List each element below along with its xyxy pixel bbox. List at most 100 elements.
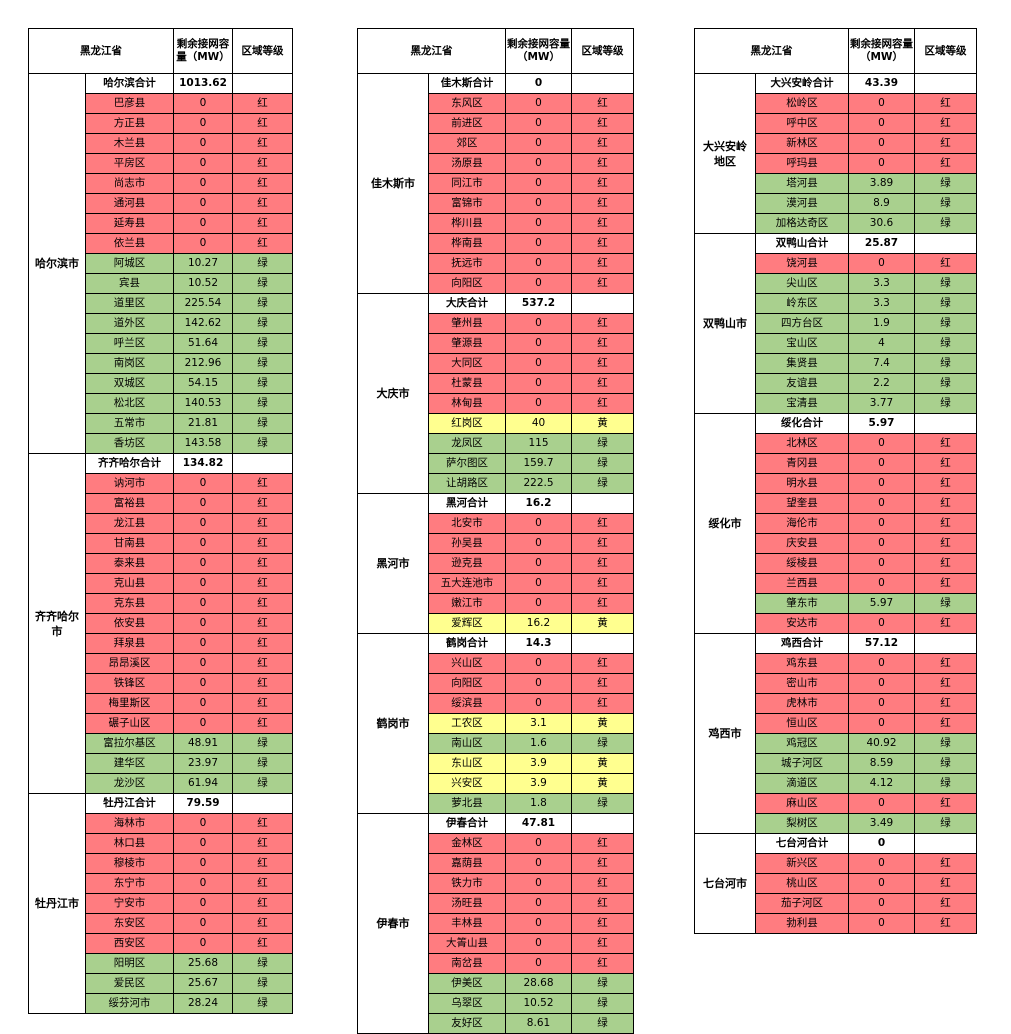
district-grade: 绿 (914, 353, 977, 374)
district-grade: 红 (914, 553, 977, 574)
district-capacity: 0 (848, 433, 915, 454)
district-capacity: 0 (173, 913, 233, 934)
district-grade: 红 (571, 573, 634, 594)
district-row: 五常市 21.81 绿 (29, 413, 293, 434)
district-grade: 绿 (232, 773, 293, 794)
district-capacity: 28.24 (173, 993, 233, 1014)
district-grade: 红 (232, 493, 293, 514)
district-grade: 红 (571, 833, 634, 854)
district-name: 嫩江市 (428, 593, 506, 614)
city-total-row: 哈尔滨市 哈尔滨合计 1013.62 (28, 73, 293, 454)
district-name: 伊美区 (428, 973, 506, 994)
district-capacity: 28.68 (505, 973, 572, 994)
district-capacity: 0 (505, 393, 572, 414)
total-grade-empty (914, 73, 977, 94)
district-grade: 绿 (914, 373, 977, 394)
district-capacity: 4.12 (848, 773, 915, 794)
total-label: 哈尔滨合计 (85, 73, 174, 94)
district-capacity: 23.97 (173, 753, 233, 774)
district-name: 集贤县 (755, 353, 849, 374)
capacity-table-3: 黑龙江省 剩余接网容量（MW） 区域等级 大兴安岭地区 大兴安岭合计 43.39 松岭区 0 红… (694, 28, 977, 934)
district-grade: 绿 (914, 753, 977, 774)
district-grade: 黄 (571, 613, 634, 634)
district-capacity: 0 (173, 133, 233, 154)
district-row: 宾县 10.52 绿 (29, 273, 293, 294)
district-capacity: 212.96 (173, 353, 233, 374)
district-capacity: 0 (173, 553, 233, 574)
district-row: 新林区 0 红 (695, 133, 977, 154)
city-total-row: 大庆市 大庆合计 537.2 (357, 293, 634, 494)
district-grade: 红 (914, 133, 977, 154)
district-capacity: 3.89 (848, 173, 915, 194)
district-row: 依安县 0 红 (29, 613, 293, 634)
district-row: 兴山区 0 红 (358, 653, 634, 674)
district-capacity: 0 (173, 493, 233, 514)
district-name: 兴山区 (428, 653, 506, 674)
capacity-table-1: 黑龙江省 剩余接网容量（MW） 区域等级 哈尔滨市 哈尔滨合计 1013.62 巴彦县 0 红方… (28, 28, 293, 1014)
district-grade: 绿 (914, 333, 977, 354)
district-grade: 绿 (914, 313, 977, 334)
district-row: 向阳区 0 红 (358, 273, 634, 294)
district-name: 碾子山区 (85, 713, 174, 734)
district-capacity: 0 (173, 153, 233, 174)
district-name: 兴安区 (428, 773, 506, 794)
district-capacity: 0 (505, 673, 572, 694)
district-row: 孙吴县 0 红 (358, 533, 634, 554)
total-grade-empty (232, 73, 293, 94)
district-capacity: 143.58 (173, 433, 233, 454)
district-grade: 红 (571, 533, 634, 554)
total-label: 佳木斯合计 (428, 73, 506, 94)
district-row: 萝北县 1.8 绿 (358, 793, 634, 814)
district-grade: 绿 (232, 273, 293, 294)
district-name: 漠河县 (755, 193, 849, 214)
district-row: 碾子山区 0 红 (29, 713, 293, 734)
district-row: 香坊区 143.58 绿 (29, 433, 293, 454)
district-name: 桦南县 (428, 233, 506, 254)
district-row: 恒山区 0 红 (695, 713, 977, 734)
district-name: 爱辉区 (428, 613, 506, 634)
district-row: 铁力市 0 红 (358, 873, 634, 894)
district-name: 绥滨县 (428, 693, 506, 714)
total-value: 5.97 (848, 413, 915, 434)
district-row: 木兰县 0 红 (29, 133, 293, 154)
total-grade-empty (571, 633, 634, 654)
district-name: 郊区 (428, 133, 506, 154)
district-capacity: 0 (505, 893, 572, 914)
district-name: 杜蒙县 (428, 373, 506, 394)
district-capacity: 0 (173, 853, 233, 874)
district-grade: 绿 (914, 393, 977, 414)
district-capacity: 0 (505, 513, 572, 534)
district-capacity: 0 (173, 673, 233, 694)
district-grade: 红 (571, 313, 634, 334)
district-row: 麻山区 0 红 (695, 793, 977, 814)
district-capacity: 0 (848, 573, 915, 594)
district-name: 建华区 (85, 753, 174, 774)
district-capacity: 0 (505, 553, 572, 574)
district-capacity: 0 (505, 653, 572, 674)
city-total-row: 佳木斯市 佳木斯合计 0 (357, 73, 634, 294)
district-grade: 绿 (914, 813, 977, 834)
district-capacity: 0 (505, 533, 572, 554)
district-name: 东安区 (85, 913, 174, 934)
district-grade: 绿 (571, 973, 634, 994)
district-grade: 红 (914, 893, 977, 914)
district-name: 肇州县 (428, 313, 506, 334)
district-capacity: 0 (173, 513, 233, 534)
district-name: 红岗区 (428, 413, 506, 434)
total-label: 七台河合计 (755, 833, 849, 854)
district-name: 松岭区 (755, 93, 849, 114)
district-row: 东宁市 0 红 (29, 873, 293, 894)
city-total-row: 牡丹江市 牡丹江合计 79.59 (28, 793, 293, 1014)
district-capacity: 0 (505, 253, 572, 274)
district-grade: 红 (571, 133, 634, 154)
district-name: 鸡东县 (755, 653, 849, 674)
district-name: 明水县 (755, 473, 849, 494)
district-name: 龙江县 (85, 513, 174, 534)
district-capacity: 0 (848, 553, 915, 574)
district-name: 道里区 (85, 293, 174, 314)
district-capacity: 8.9 (848, 193, 915, 214)
district-name: 向阳区 (428, 273, 506, 294)
district-row: 克东县 0 红 (29, 593, 293, 614)
district-name: 依安县 (85, 613, 174, 634)
district-row: 肇东市 5.97 绿 (695, 593, 977, 614)
